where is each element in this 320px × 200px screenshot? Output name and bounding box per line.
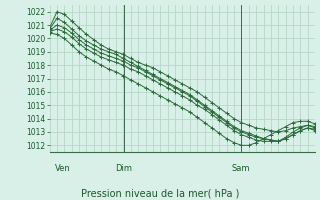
- Text: Pression niveau de la mer( hPa ): Pression niveau de la mer( hPa ): [81, 188, 239, 198]
- Text: Dim: Dim: [116, 164, 132, 173]
- Text: Sam: Sam: [232, 164, 250, 173]
- Text: Ven: Ven: [55, 164, 71, 173]
